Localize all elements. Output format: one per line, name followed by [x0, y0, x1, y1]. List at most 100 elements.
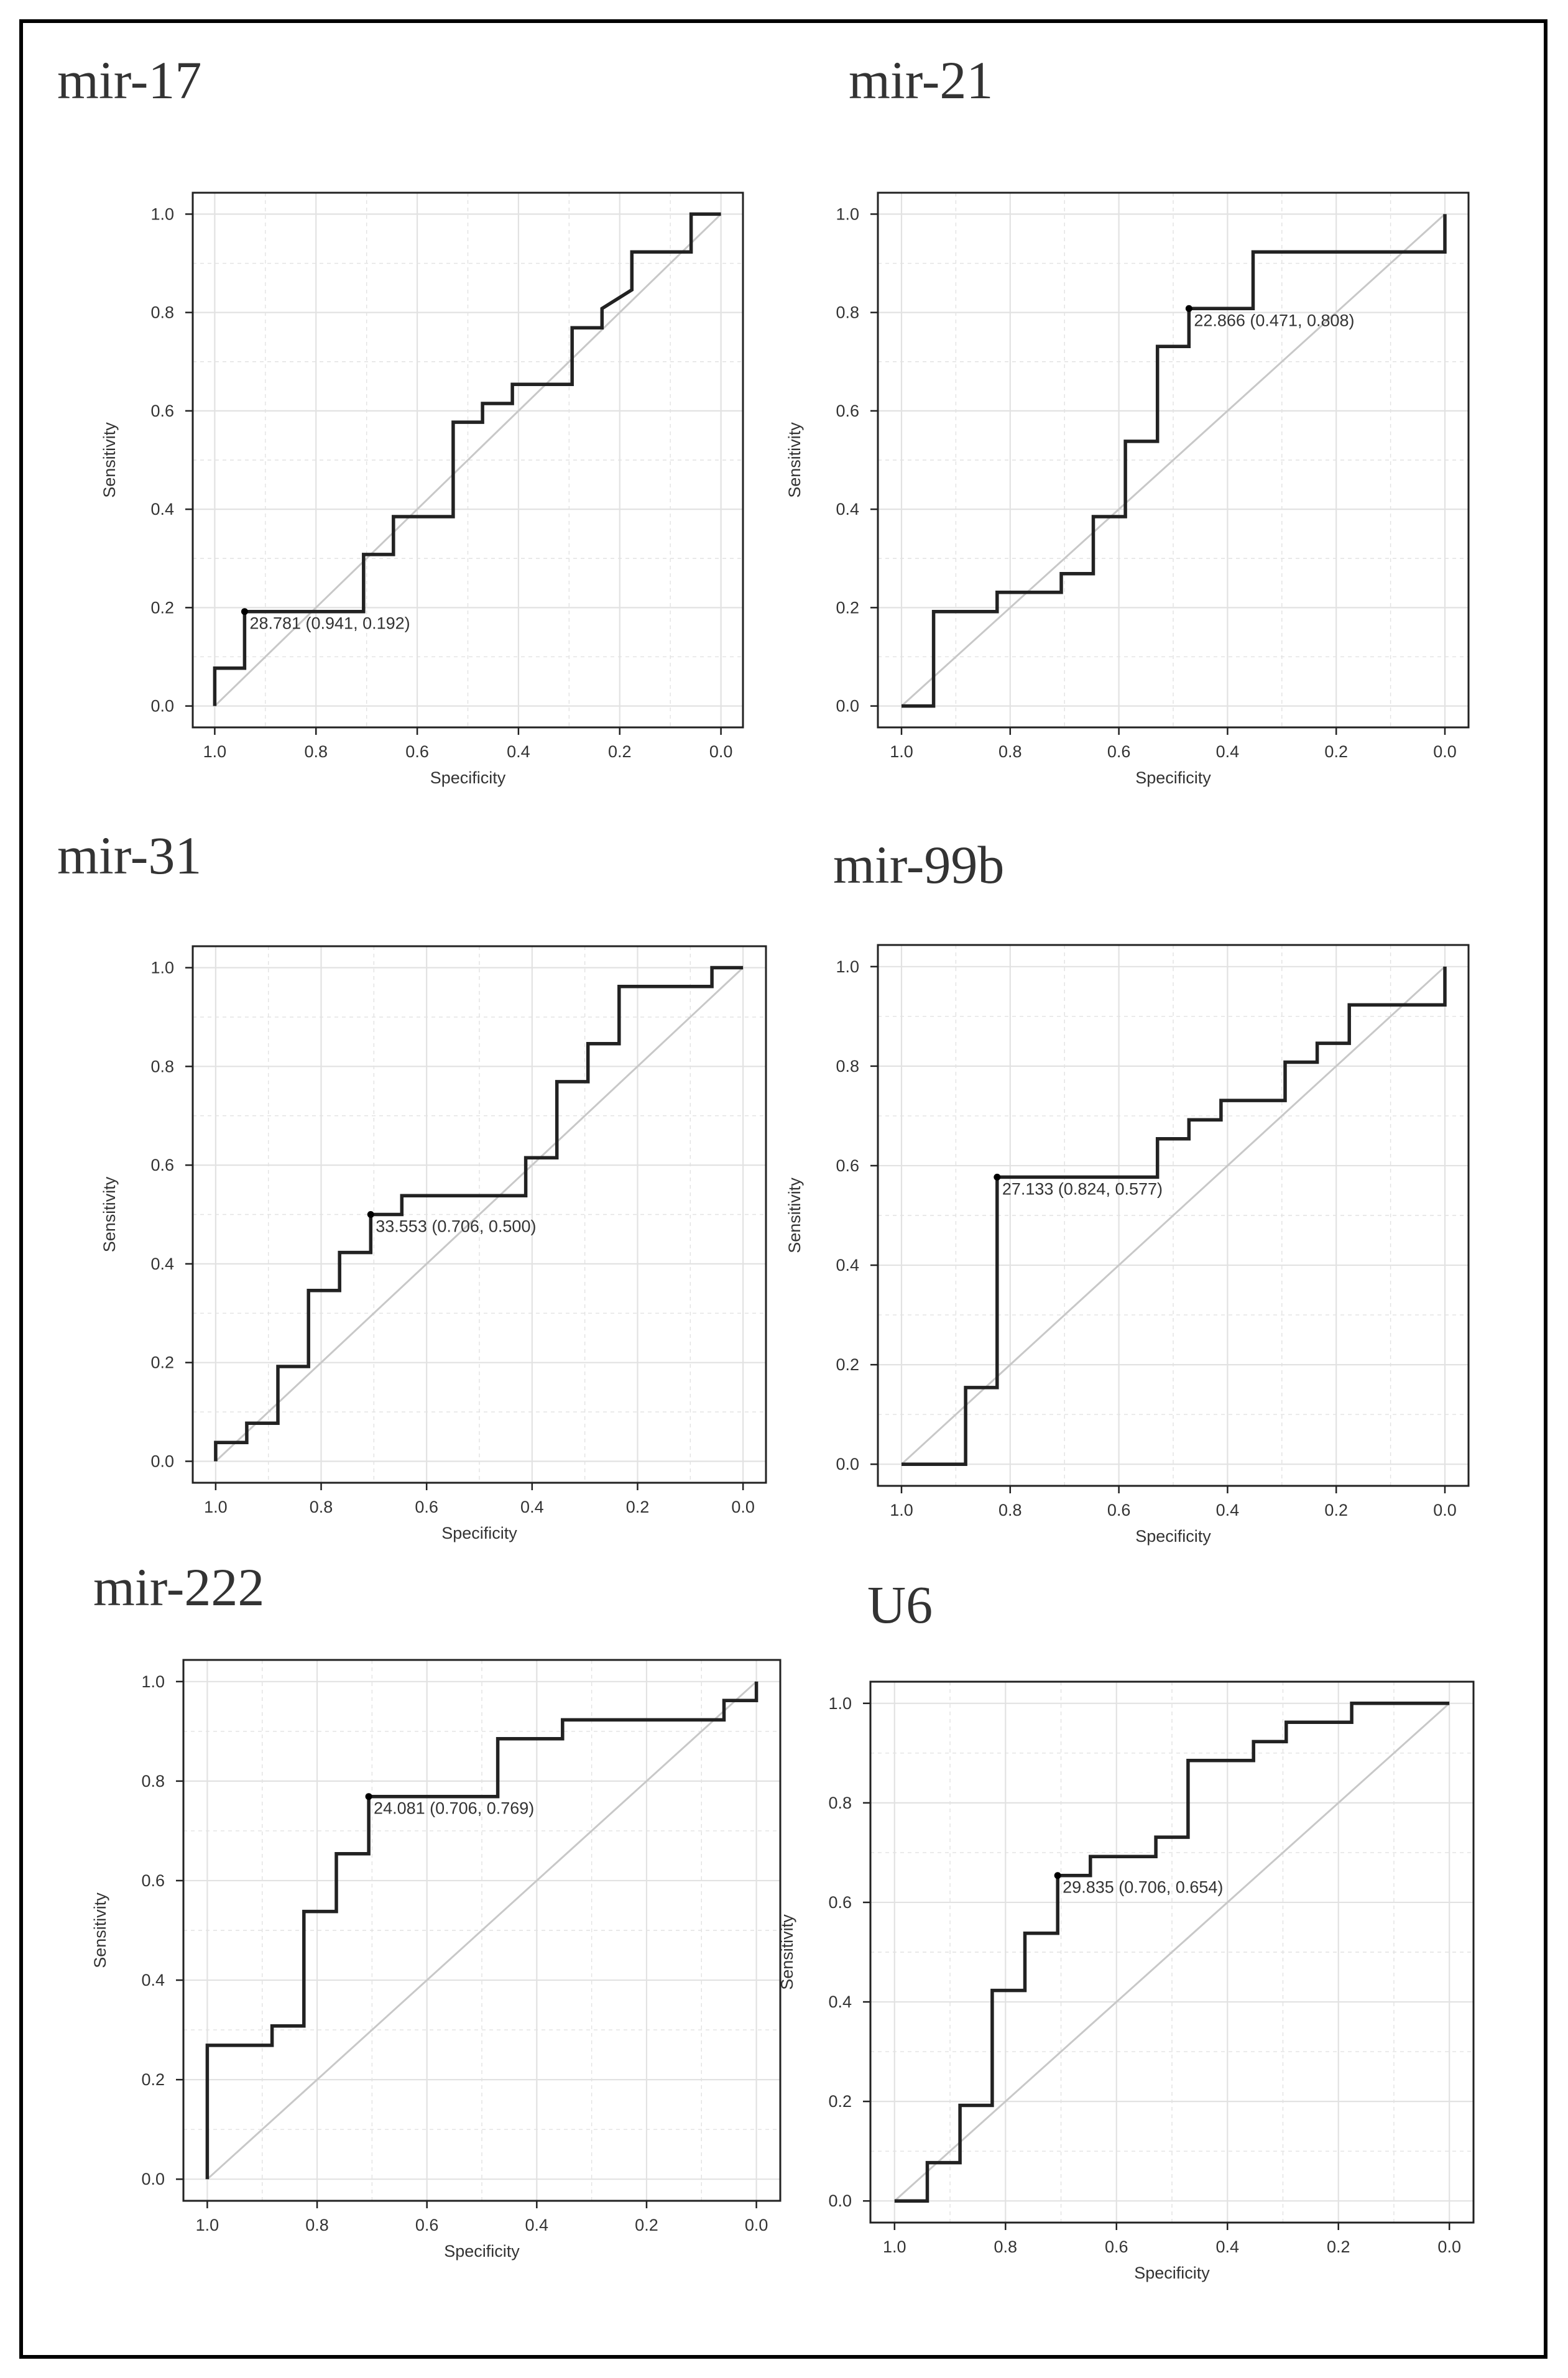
best-threshold-point — [241, 608, 248, 615]
best-threshold-label: 29.835 (0.706, 0.654) — [1063, 1878, 1223, 1897]
x-axis-label: Specificity — [444, 2242, 520, 2260]
y-tick-label: 0.8 — [828, 1794, 852, 1812]
y-tick-label: 0.6 — [828, 1893, 852, 1912]
best-threshold-label: 24.081 (0.706, 0.769) — [374, 1799, 534, 1818]
plot-frame — [877, 944, 1470, 1487]
x-tick-label: 0.0 — [709, 742, 733, 761]
x-tick-label: 0.6 — [1107, 1501, 1131, 1519]
y-tick-label: 0.2 — [150, 1353, 174, 1372]
x-tick-label: 0.6 — [1105, 2237, 1128, 2256]
y-tick-label: 0.6 — [836, 1156, 859, 1175]
x-tick-label: 0.0 — [745, 2216, 768, 2234]
y-tick-label: 0.4 — [836, 500, 859, 518]
x-tick-label: 0.8 — [998, 742, 1022, 761]
x-axis-label: Specificity — [1135, 768, 1211, 787]
y-tick-label: 0.0 — [836, 1455, 859, 1473]
x-axis-label: Specificity — [1135, 1527, 1211, 1546]
y-tick-label: 0.0 — [141, 2170, 165, 2188]
y-tick-label: 1.0 — [150, 205, 174, 223]
y-tick-label: 0.2 — [141, 2070, 165, 2089]
x-axis-label: Specificity — [430, 768, 506, 787]
roc-curve-line — [902, 966, 1447, 1466]
best-threshold-point — [1185, 305, 1192, 312]
roc-curve-line — [213, 212, 721, 706]
plot-frame — [182, 1659, 782, 2202]
y-tick-label: 0.8 — [150, 1057, 174, 1076]
roc-panel-mir-222: mir-222 24.081 (0.706, 0.769) 1.0 0.8 0.6 0.4… — [91, 1557, 782, 2260]
best-threshold-point — [365, 1793, 372, 1800]
y-tick-label: 0.0 — [836, 697, 859, 716]
x-tick-label: 1.0 — [890, 1501, 913, 1519]
roc-panel-mir-17: mir-17 28.781 (0.941, 0.192) 1.0 0.8 0.6 0.4 0… — [57, 50, 744, 787]
y-tick-label: 0.4 — [150, 500, 174, 518]
x-tick-label: 0.4 — [525, 2216, 549, 2234]
y-tick-label: 0.0 — [828, 2191, 852, 2210]
plot-frame — [191, 191, 744, 729]
x-tick-label: 0.6 — [405, 742, 429, 761]
x-tick-label: 0.8 — [994, 2237, 1018, 2256]
roc-panel-mir-31: mir-31 33.553 (0.706, 0.500) 1.0 0.8 0.6 0.4 0… — [57, 826, 767, 1542]
chance-diagonal-line — [206, 1680, 757, 2180]
y-tick-label: 1.0 — [836, 205, 859, 223]
panel-title: U6 — [867, 1575, 933, 1634]
y-axis-label: Sensitivity — [778, 1914, 796, 1990]
x-tick-label: 0.4 — [507, 742, 530, 761]
roc-curve-line — [214, 965, 744, 1462]
roc-curve-line — [902, 214, 1447, 708]
x-tick-label: 0.0 — [1433, 742, 1457, 761]
chance-diagonal-line — [214, 213, 722, 707]
x-tick-label: 0.6 — [415, 2216, 439, 2234]
y-tick-label: 0.6 — [141, 1871, 165, 1890]
best-threshold-point — [1054, 1872, 1061, 1879]
y-tick-label: 1.0 — [836, 957, 859, 976]
panel-title: mir-222 — [93, 1557, 264, 1617]
panel-title: mir-99b — [833, 835, 1004, 895]
y-tick-label: 0.0 — [150, 1452, 174, 1470]
y-tick-label: 0.8 — [836, 1057, 859, 1076]
x-tick-label: 0.6 — [415, 1498, 438, 1516]
chance-diagonal-line — [214, 967, 744, 1462]
x-tick-label: 1.0 — [203, 742, 227, 761]
y-tick-label: 0.6 — [150, 402, 174, 420]
x-axis-label: Specificity — [441, 1524, 517, 1542]
y-tick-label: 0.2 — [836, 598, 859, 617]
x-tick-label: 0.2 — [1327, 2237, 1350, 2256]
x-tick-label: 1.0 — [204, 1498, 228, 1516]
x-tick-label: 0.0 — [731, 1498, 755, 1516]
chance-diagonal-line — [893, 1702, 1450, 2202]
y-tick-label: 0.2 — [150, 598, 174, 617]
x-tick-label: 0.8 — [310, 1498, 333, 1516]
best-threshold-label: 27.133 (0.824, 0.577) — [1002, 1179, 1163, 1198]
y-tick-label: 0.8 — [150, 303, 174, 322]
x-tick-label: 0.2 — [626, 1498, 650, 1516]
y-tick-label: 0.0 — [150, 697, 174, 716]
best-threshold-label: 28.781 (0.941, 0.192) — [249, 614, 410, 633]
y-tick-label: 1.0 — [150, 959, 174, 977]
y-axis-label: Sensitivity — [785, 1177, 804, 1253]
x-tick-label: 0.2 — [1324, 1501, 1348, 1519]
x-tick-label: 0.8 — [304, 742, 328, 761]
roc-panel-mir-99b: mir-99b 27.133 (0.824, 0.577) 1.0 0.8 0.6 0.4… — [785, 835, 1470, 1546]
panel-title: mir-31 — [57, 826, 201, 885]
panels-container: mir-17 28.781 (0.941, 0.192) 1.0 0.8 0.6 0.4 0… — [57, 50, 1475, 2282]
panel-title: mir-21 — [849, 50, 993, 110]
y-tick-label: 1.0 — [141, 1672, 165, 1691]
y-tick-label: 0.6 — [836, 402, 859, 420]
best-threshold-point — [367, 1211, 374, 1218]
y-tick-label: 0.8 — [836, 303, 859, 322]
panel-title: mir-17 — [57, 50, 201, 110]
y-axis-label: Sensitivity — [785, 422, 804, 498]
x-tick-label: 0.8 — [305, 2216, 329, 2234]
x-tick-label: 0.0 — [1437, 2237, 1461, 2256]
y-tick-label: 0.4 — [150, 1255, 174, 1273]
figure-border — [19, 19, 1547, 2359]
x-tick-label: 0.2 — [635, 2216, 658, 2234]
x-tick-label: 0.4 — [1216, 742, 1240, 761]
x-tick-label: 0.4 — [520, 1498, 544, 1516]
x-tick-label: 0.4 — [1216, 1501, 1240, 1519]
plot-frame — [191, 945, 767, 1484]
best-threshold-point — [994, 1173, 1001, 1181]
x-tick-label: 1.0 — [196, 2216, 219, 2234]
x-tick-label: 0.4 — [1215, 2237, 1239, 2256]
